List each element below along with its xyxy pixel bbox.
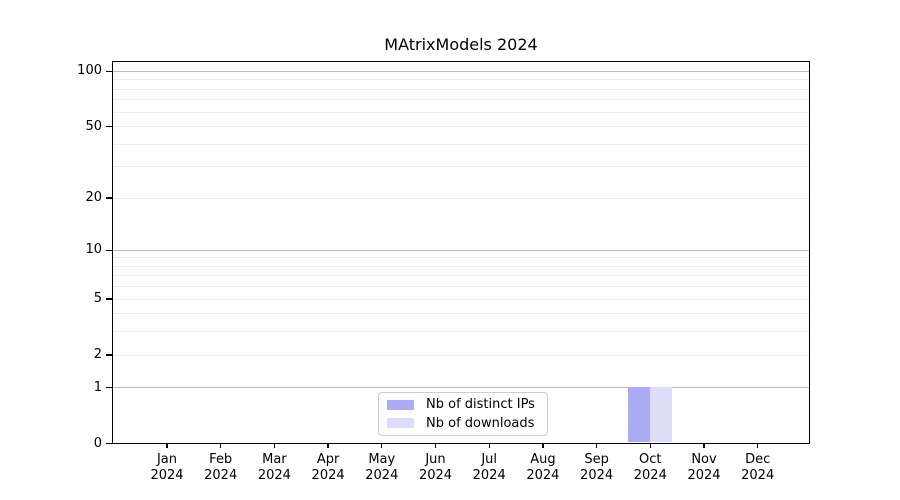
y-tick-label: 2 — [93, 346, 102, 362]
legend: Nb of distinct IPs Nb of downloads — [378, 392, 548, 436]
x-tick — [327, 443, 329, 448]
legend-swatch-downloads — [387, 418, 414, 429]
x-tick-month: May — [368, 451, 396, 467]
y-tick-label: 10 — [85, 242, 102, 258]
y-gridline-minor — [113, 257, 809, 259]
y-gridline-minor — [113, 331, 809, 333]
y-tick — [106, 125, 112, 128]
y-tick — [106, 387, 112, 389]
x-tick-month: Sep — [584, 451, 609, 467]
x-tick — [542, 443, 544, 448]
x-tick — [434, 443, 437, 448]
x-tick-month: Jul — [481, 451, 498, 467]
y-tick — [106, 249, 112, 251]
y-gridline-minor — [113, 143, 809, 145]
y-gridline-minor — [113, 197, 809, 199]
plot-area: Nb of distinct IPs Nb of downloads — [112, 61, 810, 444]
y-gridline-minor — [113, 79, 809, 81]
x-tick-month: Feb — [209, 451, 233, 467]
x-tick — [166, 443, 168, 448]
y-gridline-minor — [113, 166, 809, 168]
x-tick-month: Jun — [425, 451, 446, 467]
x-tick-year: 2024 — [365, 467, 399, 483]
y-gridline-major — [113, 249, 809, 251]
x-tick-month: Apr — [316, 451, 340, 467]
x-tick — [703, 443, 705, 448]
x-tick — [220, 443, 222, 448]
x-tick-month: Dec — [745, 451, 771, 467]
y-tick-label: 0 — [93, 435, 102, 451]
x-tick-label: Feb 2024 — [193, 452, 249, 484]
bar-downloads — [649, 387, 672, 442]
y-gridline-major — [113, 387, 809, 389]
y-gridline-minor — [113, 265, 809, 267]
x-tick — [381, 443, 383, 448]
y-tick-label: 20 — [85, 190, 102, 206]
legend-item-distinct-ips: Nb of distinct IPs — [387, 397, 539, 413]
y-tick — [106, 442, 112, 445]
x-tick — [595, 443, 598, 448]
bar-distinct-ips — [627, 387, 650, 442]
y-tick-label: 50 — [85, 118, 102, 134]
x-tick-year: 2024 — [204, 467, 238, 483]
x-tick-year: 2024 — [257, 467, 291, 483]
y-gridline-minor — [113, 275, 809, 277]
x-tick-label: Aug 2024 — [515, 452, 571, 484]
x-tick-label: Sep 2024 — [569, 452, 625, 484]
x-tick-year: 2024 — [741, 467, 775, 483]
chart-title: MAtrixModels 2024 — [384, 35, 538, 54]
x-tick-year: 2024 — [580, 467, 614, 483]
y-gridline-minor — [113, 298, 809, 300]
legend-label-downloads: Nb of downloads — [426, 415, 535, 431]
x-tick — [488, 443, 490, 448]
x-tick-label: Nov 2024 — [676, 452, 732, 484]
y-gridline-minor — [113, 99, 809, 101]
y-gridline-minor — [113, 111, 809, 113]
legend-swatch-distinct-ips — [387, 399, 414, 410]
x-tick-label: May 2024 — [354, 452, 410, 484]
y-tick-label: 1 — [93, 379, 102, 395]
x-tick — [649, 443, 651, 448]
x-tick-month: Oct — [639, 451, 662, 467]
x-tick-label: Oct 2024 — [622, 452, 678, 484]
x-tick-year: 2024 — [311, 467, 345, 483]
y-tick — [106, 197, 112, 199]
x-tick-month: Mar — [262, 451, 287, 467]
x-tick-year: 2024 — [526, 467, 560, 483]
y-gridline-minor — [113, 88, 809, 90]
x-tick-month: Nov — [691, 451, 717, 467]
x-tick-label: Dec 2024 — [730, 452, 786, 484]
y-gridline-minor — [113, 313, 809, 315]
x-tick-year: 2024 — [418, 467, 453, 483]
x-tick-label: Jan 2024 — [139, 452, 195, 484]
y-gridline-minor — [113, 286, 809, 288]
x-tick-label: Jul 2024 — [461, 452, 517, 484]
x-tick-label: Mar 2024 — [246, 452, 302, 484]
x-tick — [273, 443, 276, 448]
y-gridline-major — [113, 71, 809, 73]
x-tick — [757, 443, 759, 448]
x-tick-year: 2024 — [687, 467, 721, 483]
y-tick — [106, 298, 112, 300]
legend-label-distinct-ips: Nb of distinct IPs — [426, 397, 535, 413]
x-tick-month: Jan — [156, 451, 178, 467]
x-tick-year: 2024 — [633, 467, 667, 483]
y-gridline-minor — [113, 126, 809, 128]
y-tick — [106, 70, 112, 73]
y-tick-label: 5 — [93, 291, 102, 307]
x-tick-label: Apr 2024 — [300, 452, 356, 484]
y-tick — [106, 354, 112, 356]
legend-item-downloads: Nb of downloads — [387, 416, 539, 432]
y-gridline-minor — [113, 354, 809, 356]
x-tick-month: Aug — [530, 451, 556, 467]
x-tick-year: 2024 — [472, 467, 506, 483]
x-tick-label: Jun 2024 — [408, 452, 464, 484]
x-tick-year: 2024 — [150, 467, 184, 483]
y-tick-label: 100 — [77, 63, 102, 79]
